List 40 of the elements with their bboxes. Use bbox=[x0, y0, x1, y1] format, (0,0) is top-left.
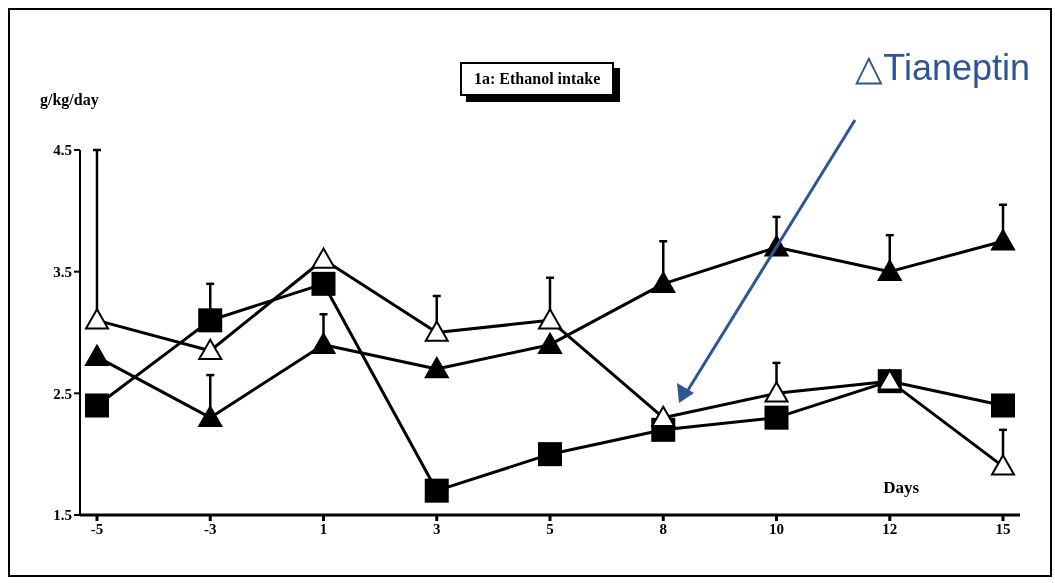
point bbox=[424, 357, 449, 379]
point bbox=[84, 393, 109, 418]
chart-title: 1a: Ethanol intake bbox=[460, 62, 615, 96]
point bbox=[424, 320, 449, 342]
y-tick-label: 2.5 bbox=[53, 385, 72, 402]
x-tick-label: 8 bbox=[659, 520, 667, 537]
point bbox=[651, 271, 676, 294]
point bbox=[764, 405, 789, 430]
point bbox=[424, 478, 449, 503]
point bbox=[651, 405, 676, 427]
point bbox=[538, 332, 562, 354]
x-tick-label: 10 bbox=[769, 520, 785, 537]
point bbox=[198, 405, 223, 427]
point bbox=[991, 229, 1016, 251]
x-axis-title: Days bbox=[883, 478, 920, 497]
point bbox=[311, 271, 336, 296]
y-tick-label: 1.5 bbox=[53, 507, 72, 524]
point bbox=[311, 247, 336, 269]
y-tick-label: 3.5 bbox=[53, 263, 72, 280]
point bbox=[538, 442, 562, 467]
point bbox=[764, 381, 789, 403]
x-tick-label: 5 bbox=[546, 520, 554, 537]
x-tick-label: 3 bbox=[433, 520, 441, 537]
point bbox=[311, 332, 336, 354]
point bbox=[84, 308, 109, 330]
point bbox=[538, 308, 562, 330]
x-tick-label: -3 bbox=[203, 520, 217, 537]
y-tick-label: 4.5 bbox=[53, 142, 72, 159]
x-tick-label: 15 bbox=[995, 520, 1011, 537]
point bbox=[198, 308, 223, 333]
point bbox=[198, 338, 223, 360]
x-tick-label: 12 bbox=[882, 520, 898, 537]
point bbox=[84, 344, 109, 367]
x-tick-label: -5 bbox=[90, 520, 104, 537]
point bbox=[991, 393, 1016, 418]
x-tick-label: 1 bbox=[319, 520, 328, 537]
text: △Tianeptin bbox=[855, 47, 1030, 88]
point bbox=[877, 259, 902, 281]
point bbox=[991, 454, 1016, 476]
y-axis-title: g/kg/day bbox=[40, 91, 99, 109]
